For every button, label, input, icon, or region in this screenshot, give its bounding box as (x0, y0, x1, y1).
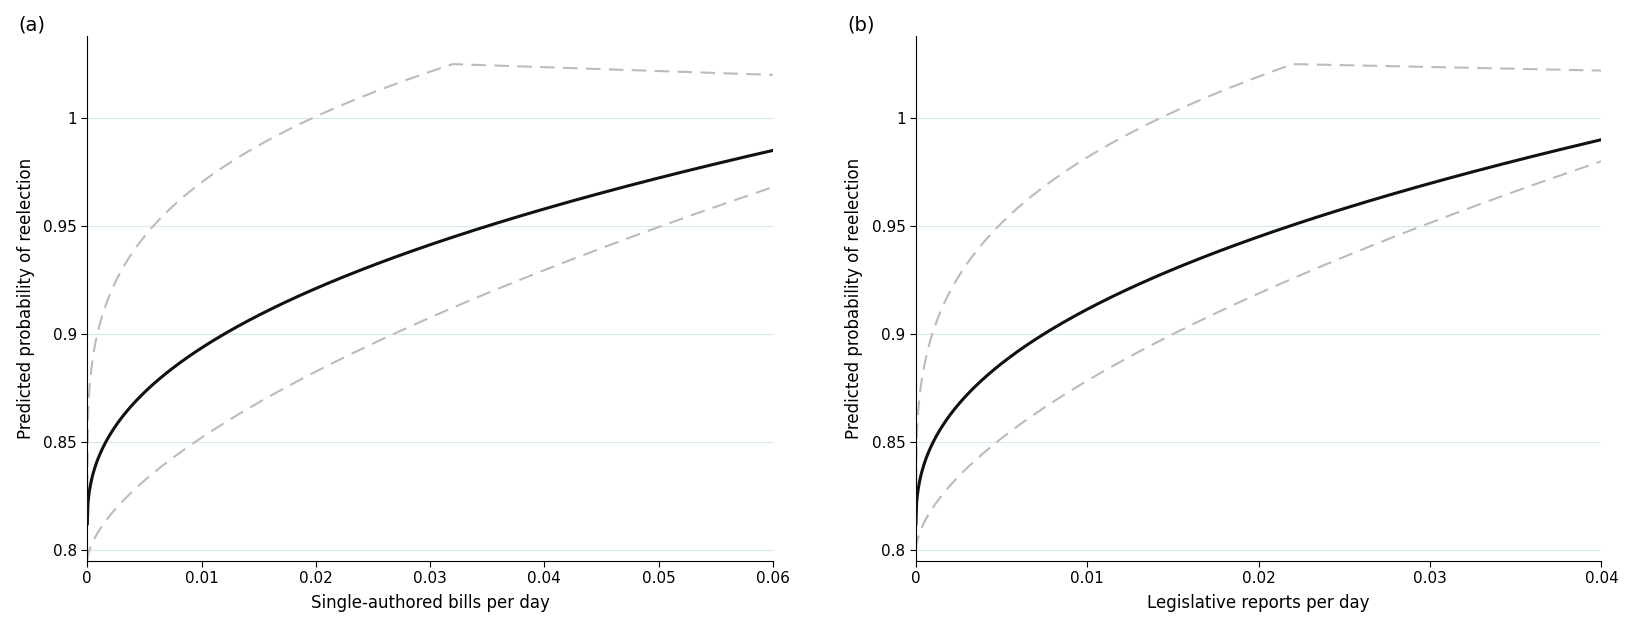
X-axis label: Single-authored bills per day: Single-authored bills per day (311, 594, 549, 613)
Y-axis label: Predicted probability of reelection: Predicted probability of reelection (845, 158, 863, 439)
Text: (a): (a) (18, 15, 46, 34)
Text: (b): (b) (847, 15, 875, 34)
Y-axis label: Predicted probability of reelection: Predicted probability of reelection (16, 158, 34, 439)
X-axis label: Legislative reports per day: Legislative reports per day (1148, 594, 1370, 613)
